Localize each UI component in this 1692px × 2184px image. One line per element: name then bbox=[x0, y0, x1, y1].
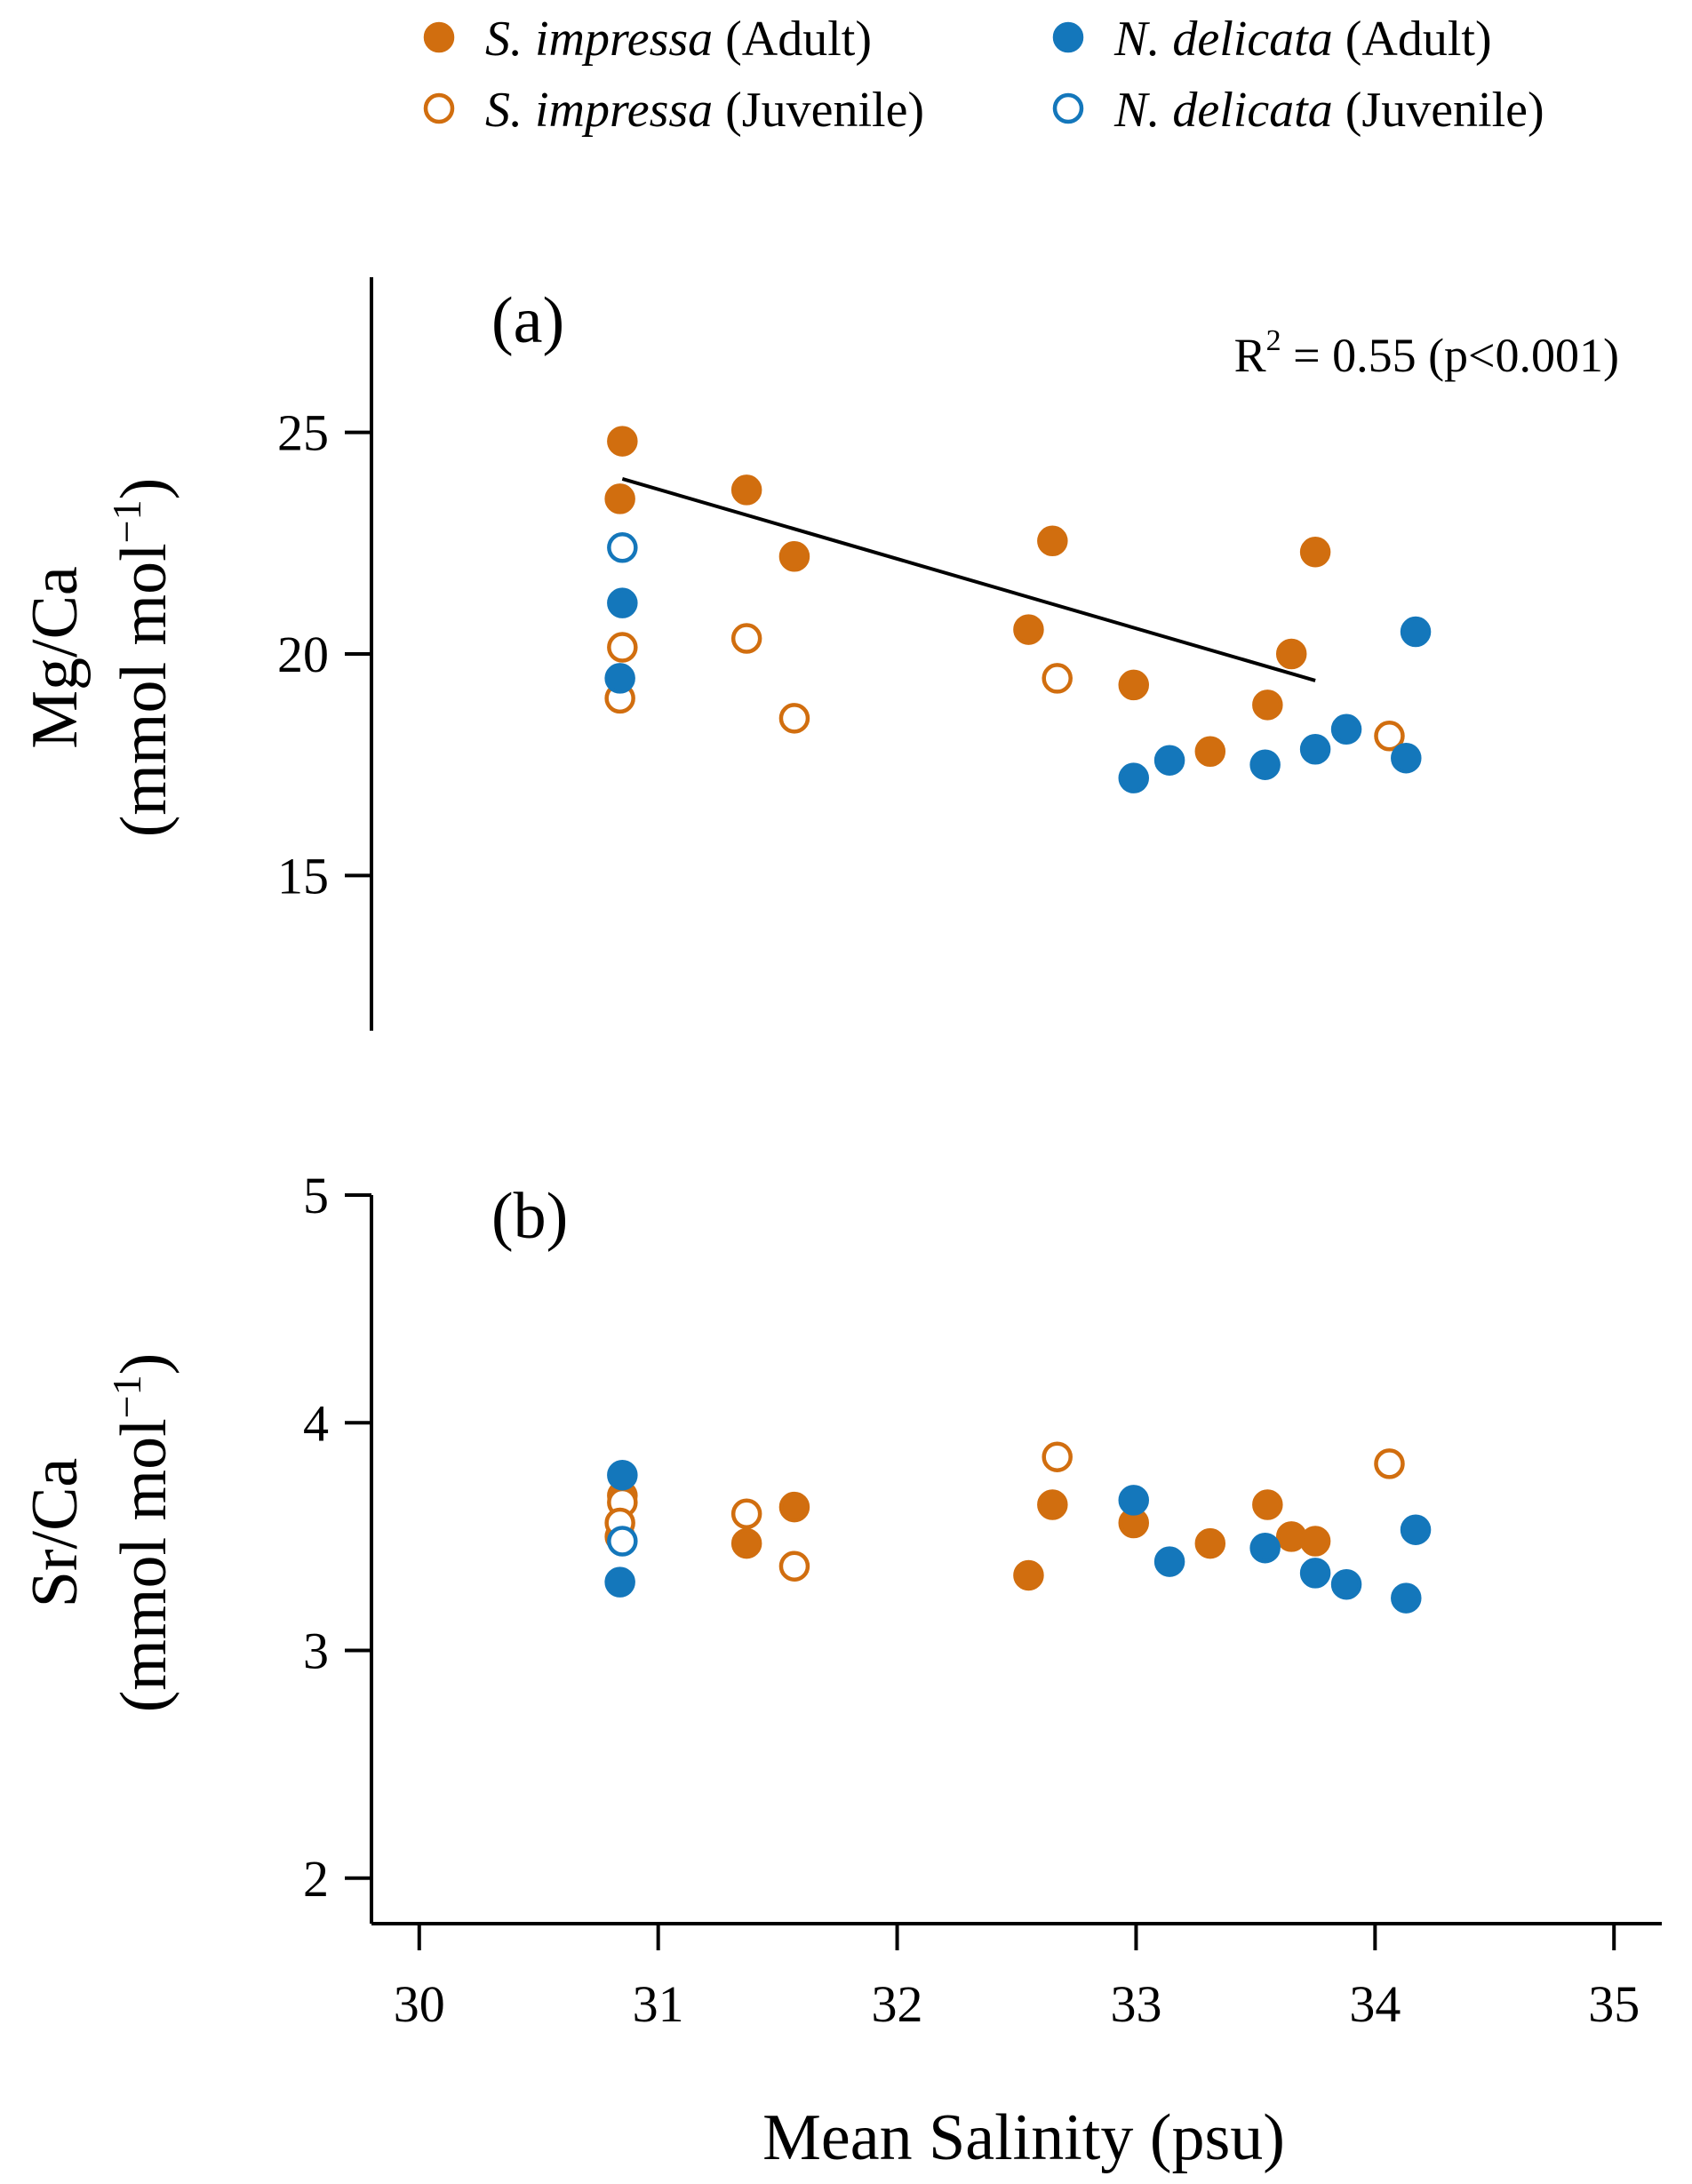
panel-b-y-tick-label: 2 bbox=[303, 1850, 329, 1908]
panel-a-axes: 15 20 25 bbox=[277, 277, 373, 1031]
panel-a-point-1-5 bbox=[1374, 721, 1405, 752]
legend-label-2: S. impressa (Juvenile) bbox=[485, 83, 924, 138]
panel-b-y-tick-label: 4 bbox=[303, 1394, 329, 1452]
panel-b-point-0-7 bbox=[1194, 1527, 1226, 1559]
panel-b-point-0-10 bbox=[1299, 1526, 1331, 1557]
x-tick-label: 32 bbox=[872, 1975, 923, 2033]
panel-b-point-2-8 bbox=[1400, 1514, 1432, 1545]
x-tick-label: 31 bbox=[633, 1975, 684, 2033]
panel-b-label: (b) bbox=[491, 1180, 568, 1253]
panel-a-point-2-5 bbox=[1299, 733, 1331, 765]
panel-b-y-title-line1: Sr/Ca bbox=[19, 1458, 92, 1608]
panel-b-point-1-5 bbox=[1374, 1448, 1405, 1479]
panel-a-point-2-1 bbox=[604, 663, 635, 694]
panel-a-point-3-0 bbox=[607, 532, 638, 563]
x-axis-title: Mean Salinity (psu) bbox=[762, 2101, 1285, 2174]
panel-a-point-0-2 bbox=[730, 474, 762, 506]
panel-a-point-0-3 bbox=[778, 541, 810, 572]
panel-a-point-2-8 bbox=[1400, 616, 1432, 648]
x-tick-label: 33 bbox=[1110, 1975, 1161, 2033]
panel-a-point-0-1 bbox=[604, 483, 635, 514]
panel-b-point-0-2 bbox=[730, 1527, 762, 1559]
legend-label-3: N. delicata (Juvenile) bbox=[1113, 83, 1544, 138]
panel-a-point-0-10 bbox=[1299, 537, 1331, 568]
legend-label-1: N. delicata (Adult) bbox=[1113, 12, 1492, 67]
panel-a-point-0-7 bbox=[1194, 736, 1226, 767]
panel-a-point-1-3 bbox=[778, 703, 810, 734]
panel-a-point-2-7 bbox=[1391, 742, 1422, 774]
panel-a-label: (a) bbox=[491, 284, 564, 357]
x-tick-label: 34 bbox=[1349, 1975, 1401, 2033]
panel-a-point-2-2 bbox=[1118, 762, 1150, 793]
panel-a-point-1-0 bbox=[607, 632, 638, 663]
panel-b-point-2-2 bbox=[1118, 1485, 1150, 1516]
panel-a-y-title-line2: (mmol mol−1) bbox=[104, 478, 180, 838]
panel-b-marks bbox=[604, 1441, 1432, 1614]
panel-b-point-1-2 bbox=[730, 1498, 762, 1529]
panel-a-point-0-0 bbox=[607, 426, 638, 457]
legend-marker-2 bbox=[423, 92, 455, 124]
panel-b-point-0-5 bbox=[1037, 1489, 1068, 1520]
panel-a-point-0-6 bbox=[1118, 669, 1150, 701]
panel-a-point-0-5 bbox=[1037, 525, 1068, 557]
panel-a-y-tick-label: 20 bbox=[277, 626, 329, 683]
panel-b-point-2-1 bbox=[604, 1566, 635, 1598]
panel-a-point-0-8 bbox=[1252, 689, 1283, 721]
panel-b-point-2-6 bbox=[1330, 1568, 1362, 1600]
panel-b-point-2-3 bbox=[1153, 1546, 1185, 1577]
panel-b-point-2-7 bbox=[1391, 1582, 1422, 1614]
x-tick-label: 35 bbox=[1588, 1975, 1640, 2033]
legend-marker-3 bbox=[1052, 92, 1084, 124]
panel-b-point-0-3 bbox=[778, 1491, 810, 1523]
panel-b-point-2-4 bbox=[1249, 1532, 1281, 1564]
panel-a-marks bbox=[604, 426, 1432, 793]
legend-marker-1 bbox=[1052, 21, 1084, 53]
panel-b-point-0-4 bbox=[1013, 1559, 1044, 1591]
panel-a-y-tick-label: 25 bbox=[277, 404, 329, 462]
panel-a-point-2-3 bbox=[1153, 745, 1185, 776]
x-axis: 30 31 32 33 34 35 bbox=[394, 1924, 1640, 2033]
panel-a-point-0-9 bbox=[1275, 638, 1307, 670]
panel-b-point-1-4 bbox=[1042, 1441, 1073, 1472]
panel-a-r-squared: R2 = 0.55 (p<0.001) bbox=[1234, 324, 1619, 382]
panel-b-y-tick-label: 5 bbox=[303, 1167, 329, 1224]
panel-a-point-2-4 bbox=[1249, 749, 1281, 780]
panel-b-point-3-0 bbox=[607, 1526, 638, 1557]
panel-a-point-0-4 bbox=[1013, 614, 1044, 645]
panel-a-point-1-4 bbox=[1042, 663, 1073, 694]
panel-b: (b) Sr/Ca (mmol mol−1) 2 3 4 5 bbox=[19, 1167, 1662, 1925]
panel-a-trend-line bbox=[621, 477, 1316, 682]
panel-a-y-title-line1: Mg/Ca bbox=[19, 566, 92, 749]
x-tick-label: 30 bbox=[394, 1975, 445, 2033]
panel-a-point-2-6 bbox=[1330, 713, 1362, 745]
panel-b-axes: 2 3 4 5 bbox=[303, 1167, 1662, 1925]
panel-b-point-2-0 bbox=[607, 1459, 638, 1491]
panel-b-y-tick-label: 3 bbox=[303, 1622, 329, 1680]
panel-a-point-2-0 bbox=[607, 587, 638, 618]
panel-b-y-title-line2: (mmol mol−1) bbox=[104, 1353, 180, 1713]
legend: S. impressa (Adult) N. delicata (Adult) S.… bbox=[423, 12, 1544, 138]
panel-a-y-tick-label: 15 bbox=[277, 847, 329, 905]
panel-a-point-1-2 bbox=[730, 623, 762, 654]
legend-marker-0 bbox=[423, 21, 455, 53]
panel-b-point-2-5 bbox=[1299, 1558, 1331, 1589]
panel-b-point-1-3 bbox=[778, 1550, 810, 1582]
panel-a: (a) R2 = 0.55 (p<0.001) Mg/Ca (mmol mol−… bbox=[19, 277, 1619, 1031]
panel-b-point-0-8 bbox=[1252, 1489, 1283, 1520]
legend-label-0: S. impressa (Adult) bbox=[485, 12, 872, 67]
